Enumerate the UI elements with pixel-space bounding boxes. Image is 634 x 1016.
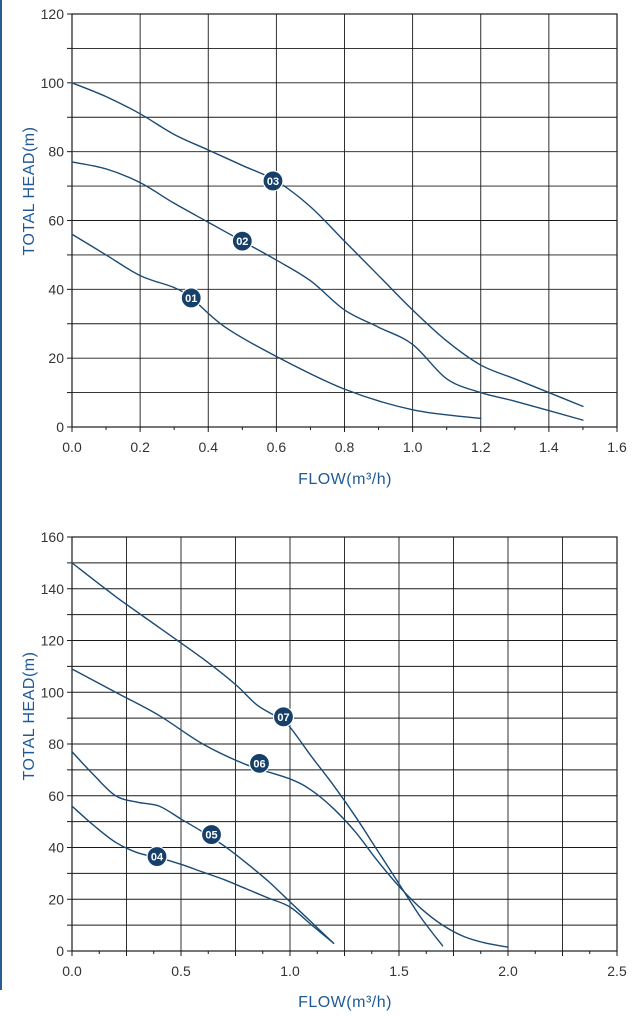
y-tick-label: 140 bbox=[41, 581, 65, 597]
y-tick-label: 120 bbox=[41, 6, 65, 22]
series-badge-circle bbox=[272, 706, 295, 728]
x-tick-label: 1.5 bbox=[389, 963, 409, 979]
y-tick-label: 60 bbox=[48, 213, 64, 229]
series-badge-label: 06 bbox=[253, 758, 265, 770]
y-tick-label: 100 bbox=[41, 75, 65, 91]
series-badge-02: 02 bbox=[231, 230, 253, 252]
y-tick-label: 20 bbox=[48, 891, 64, 907]
y-tick-label: 40 bbox=[48, 840, 64, 856]
series-badge-circle bbox=[248, 752, 271, 775]
x-tick-label: 0.8 bbox=[335, 439, 355, 455]
x-tick-label: 0.0 bbox=[62, 963, 82, 979]
y-tick-label: 120 bbox=[41, 633, 65, 649]
x-tick-label: 0.2 bbox=[130, 439, 150, 455]
x-tick-label: 0.0 bbox=[62, 439, 82, 455]
series-badge-label: 04 bbox=[151, 852, 164, 864]
x-tick-label: 1.2 bbox=[471, 439, 491, 455]
series-badge-circle bbox=[200, 823, 223, 846]
series-badge-circle bbox=[262, 170, 284, 192]
x-tick-label: 1.0 bbox=[280, 963, 300, 979]
y-axis-label: TOTAL HEAD(m) bbox=[21, 127, 38, 256]
y-tick-label: 80 bbox=[48, 144, 64, 160]
x-tick-label: 2.5 bbox=[607, 963, 627, 979]
chart-1: 0.0 0.2 0.4 0.6 0.8 1.0 1.2 1.4 1.60204060801001… bbox=[21, 6, 627, 488]
series-badge-05: 05 bbox=[200, 823, 223, 846]
series-badge-03: 03 bbox=[262, 170, 284, 192]
page-left-rule bbox=[0, 0, 2, 990]
y-tick-label: 60 bbox=[48, 788, 64, 804]
x-tick-label: 0.6 bbox=[267, 439, 287, 455]
series-badge-06: 06 bbox=[248, 752, 271, 775]
series-badge-04: 04 bbox=[146, 845, 168, 868]
series-badge-label: 03 bbox=[267, 176, 279, 188]
series-line-07 bbox=[71, 562, 444, 947]
y-tick-label: 80 bbox=[48, 736, 64, 752]
y-tick-label: 160 bbox=[41, 529, 65, 545]
y-tick-label: 20 bbox=[48, 350, 64, 366]
y-axis-label: TOTAL HEAD(m) bbox=[21, 652, 38, 781]
chart-2: 0.0 0.5 1.0 1.5 2.0 2.5 0 20 40 60 80 100 120 140 160 F… bbox=[21, 529, 627, 1011]
series-line-02 bbox=[71, 161, 584, 421]
series-line-03 bbox=[71, 82, 584, 408]
x-tick-label: 1.6 bbox=[607, 439, 627, 455]
x-axis-label: FLOW(m³/h) bbox=[298, 471, 392, 488]
y-tick-label: 40 bbox=[48, 281, 64, 297]
x-tick-label: 1.0 bbox=[403, 439, 423, 455]
series-badge-07: 07 bbox=[272, 706, 295, 728]
x-tick-label: 0.5 bbox=[171, 963, 191, 979]
series-line-06 bbox=[71, 668, 509, 948]
x-tick-label: 0.4 bbox=[199, 439, 219, 455]
y-tick-label: 100 bbox=[41, 684, 65, 700]
series-badge-label: 01 bbox=[185, 293, 197, 305]
series-badge-label: 05 bbox=[205, 830, 217, 842]
series-badge-label: 07 bbox=[277, 712, 289, 724]
x-tick-label: 2.0 bbox=[498, 963, 518, 979]
series-badge-label: 02 bbox=[236, 236, 248, 248]
series-badge-01: 01 bbox=[180, 287, 202, 309]
x-axis-label: FLOW(m³/h) bbox=[298, 994, 392, 1011]
series-badge-circle bbox=[180, 287, 202, 309]
y-tick-label: 0 bbox=[56, 943, 64, 959]
series-badge-circle bbox=[231, 230, 253, 252]
y-tick-label: 0 bbox=[56, 419, 64, 435]
x-tick-label: 1.4 bbox=[539, 439, 559, 455]
series-line-04 bbox=[71, 805, 335, 944]
series-line-01 bbox=[71, 233, 482, 420]
series-badge-circle bbox=[146, 845, 168, 868]
